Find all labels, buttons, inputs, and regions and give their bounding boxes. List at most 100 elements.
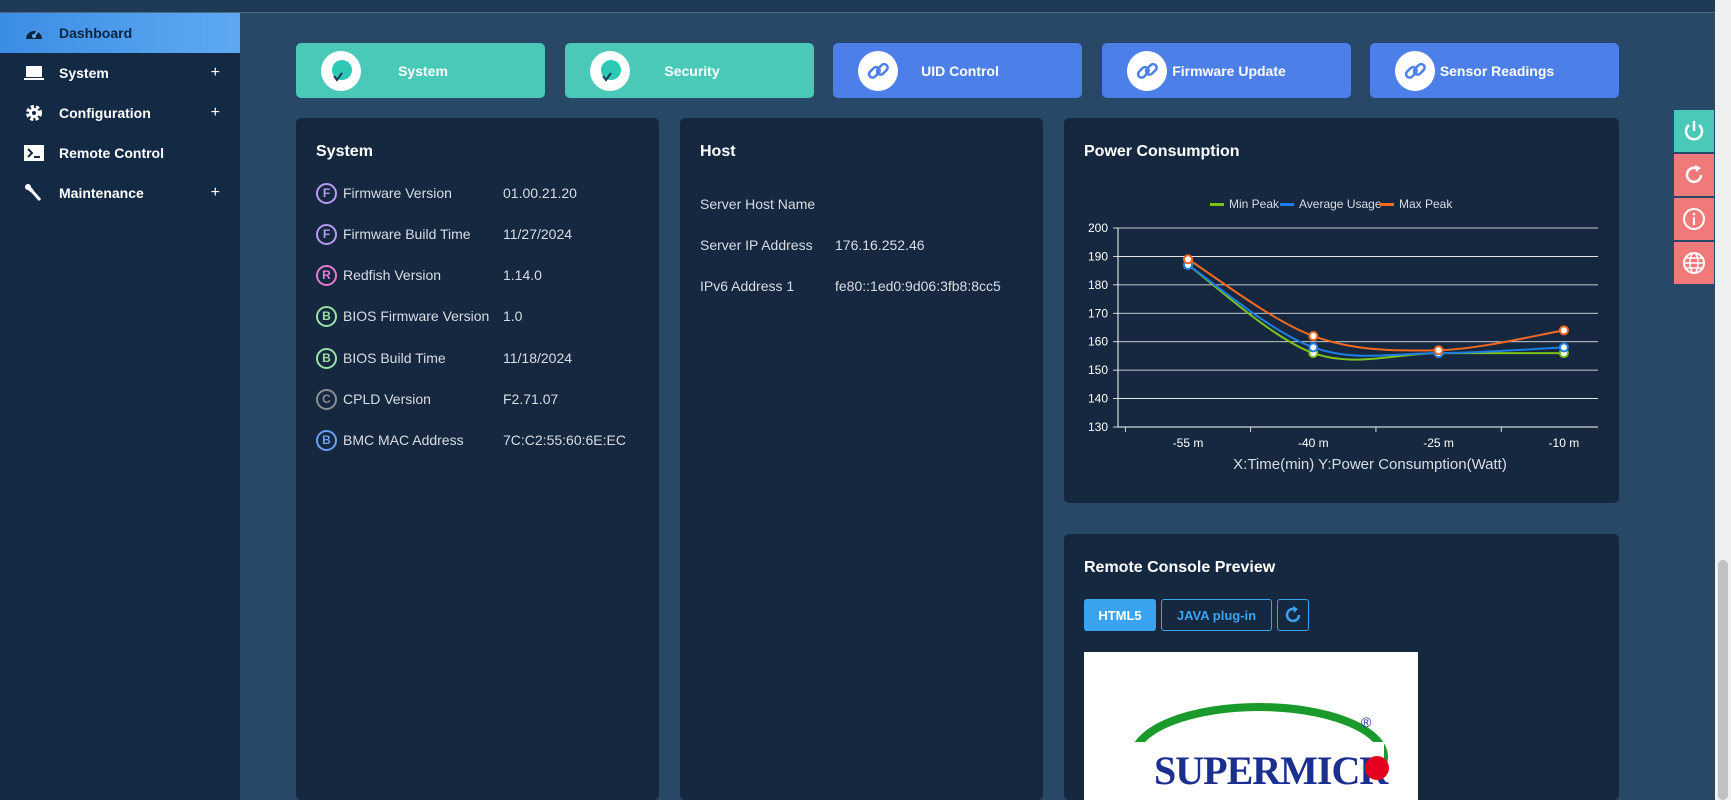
quick-uid-control-button[interactable]: UID Control: [833, 43, 1082, 98]
data-point: [1308, 331, 1319, 342]
sidebar-item-dashboard[interactable]: Dashboard: [0, 13, 240, 53]
legend-label: Min Peak: [1229, 197, 1280, 211]
sidebar-item-label: System: [59, 65, 109, 81]
sidebar-item-configuration[interactable]: Configuration +: [0, 93, 240, 133]
host-row-host-name: Server Host Name: [700, 196, 835, 212]
gear-icon: [24, 103, 44, 123]
quick-sensor-readings-button[interactable]: Sensor Readings: [1370, 43, 1619, 98]
system-row: R Redfish Version 1.14.0: [316, 263, 542, 287]
logo-red-dot: [1365, 756, 1389, 780]
top-bar: [0, 0, 1715, 13]
sidebar-item-label: Remote Control: [59, 145, 164, 161]
sidebar-item-label: Maintenance: [59, 185, 144, 201]
quick-system-button[interactable]: System: [296, 43, 545, 98]
scrollbar-thumb[interactable]: [1718, 560, 1728, 800]
card-title: Remote Console Preview: [1084, 559, 1276, 576]
host-value: fe80::1ed0:9d06:3fb8:8cc5: [835, 278, 1001, 294]
legend-swatch: [1380, 203, 1394, 206]
link-icon: [1395, 50, 1435, 91]
host-label: Server Host Name: [700, 196, 816, 212]
version-badge-icon: C: [316, 388, 337, 410]
series-line: [1187, 264, 1564, 357]
link-icon: [858, 50, 898, 91]
host-row-ip: Server IP Address 176.16.252.46: [700, 237, 925, 253]
card-title: System: [316, 143, 373, 160]
y-tick-label: 150: [1088, 363, 1108, 377]
system-value: 7C:C2:55:60:6E:EC: [503, 432, 626, 448]
globe-button[interactable]: [1674, 242, 1714, 284]
sidebar-item-maintenance[interactable]: Maintenance +: [0, 173, 240, 213]
version-badge-icon: F: [316, 223, 337, 245]
system-value: 01.00.21.20: [503, 185, 577, 201]
data-point: [1308, 342, 1319, 353]
y-tick-label: 200: [1088, 221, 1108, 235]
laptop-icon: [24, 63, 44, 83]
system-label: BIOS Build Time: [343, 350, 446, 366]
expand-plus-icon[interactable]: +: [210, 104, 220, 121]
quick-button-label: UID Control: [921, 62, 999, 79]
quick-button-label: Firmware Update: [1172, 62, 1286, 79]
info-icon: [1683, 208, 1705, 230]
series-line: [1187, 264, 1564, 361]
y-tick-label: 180: [1088, 278, 1108, 292]
sidebar-item-label: Configuration: [59, 105, 151, 121]
data-point: [1183, 254, 1193, 265]
info-button[interactable]: [1674, 198, 1714, 240]
card-title: Host: [700, 143, 736, 160]
power-button[interactable]: [1674, 110, 1714, 152]
system-value: 11/27/2024: [503, 226, 573, 242]
x-tick-label: -55 m: [1173, 436, 1204, 450]
x-tick-label: -10 m: [1549, 436, 1580, 450]
link-icon: [1127, 50, 1167, 91]
logo-text: SUPERMICR: [1154, 748, 1388, 793]
expand-plus-icon[interactable]: +: [210, 64, 220, 81]
data-point: [1433, 345, 1444, 356]
y-tick-label: 140: [1088, 392, 1108, 406]
java-plugin-button[interactable]: JAVA plug-in: [1161, 599, 1272, 631]
version-badge-icon: B: [316, 305, 337, 327]
sidebar-item-remote-control[interactable]: Remote Control: [0, 133, 240, 173]
card-title: Power Consumption: [1084, 143, 1240, 160]
expand-plus-icon[interactable]: +: [210, 184, 220, 201]
remote-console-card: Remote Console Preview HTML5 JAVA plug-i…: [1064, 534, 1619, 800]
system-label: BMC MAC Address: [343, 432, 464, 448]
system-value: 1.0: [503, 308, 523, 324]
y-tick-label: 190: [1088, 249, 1108, 263]
dashboard-gauge-icon: [24, 23, 44, 43]
system-label: Firmware Version: [343, 185, 452, 201]
refresh-button[interactable]: [1277, 599, 1309, 631]
html5-button[interactable]: HTML5: [1084, 599, 1156, 631]
system-value: F2.71.07: [503, 391, 559, 407]
power-icon: [1684, 121, 1704, 141]
check-circle-icon: [590, 50, 630, 91]
series-line: [1187, 258, 1565, 352]
sidebar-item-label: Dashboard: [59, 25, 133, 41]
system-row: F Firmware Build Time 11/27/2024: [316, 222, 572, 246]
version-badge-icon: R: [316, 264, 337, 286]
data-point: [1558, 325, 1569, 336]
reset-button[interactable]: [1674, 154, 1714, 196]
system-label: Firmware Build Time: [343, 226, 471, 242]
host-card: Host Server Host Name Server IP Address …: [680, 118, 1043, 800]
x-tick-label: -25 m: [1423, 436, 1454, 450]
registered-mark: ®: [1361, 714, 1372, 730]
host-row-ipv6: IPv6 Address 1 fe80::1ed0:9d06:3fb8:8cc5: [700, 278, 1001, 294]
sidebar: Dashboard System + Configuration + Remot…: [0, 13, 240, 800]
system-value: 1.14.0: [503, 267, 542, 283]
system-card: System F Firmware Version 01.00.21.20 F Firm…: [296, 118, 659, 800]
system-row: B BIOS Firmware Version 1.0: [316, 304, 522, 328]
version-badge-icon: B: [316, 429, 337, 451]
system-row: F Firmware Version 01.00.21.20: [316, 181, 577, 205]
sidebar-item-system[interactable]: System +: [0, 53, 240, 93]
version-badge-icon: B: [316, 347, 337, 369]
quick-button-label: System: [398, 62, 448, 79]
refresh-icon: [1285, 606, 1301, 623]
power-chart: 130 140 150 160 170 180 190 200 -55 m -40 m -25 m -…: [1088, 197, 1598, 473]
console-preview-screen[interactable]: SUPERMICR ®: [1084, 652, 1418, 800]
quick-firmware-update-button[interactable]: Firmware Update: [1102, 43, 1351, 98]
x-axis-label: X:Time(min) Y:Power Consumption(Watt): [1233, 456, 1507, 473]
host-label: IPv6 Address 1: [700, 278, 795, 294]
system-row: B BMC MAC Address 7C:C2:55:60:6E:EC: [316, 428, 626, 452]
quick-security-button[interactable]: Security: [565, 43, 814, 98]
quick-button-label: Sensor Readings: [1439, 62, 1555, 79]
